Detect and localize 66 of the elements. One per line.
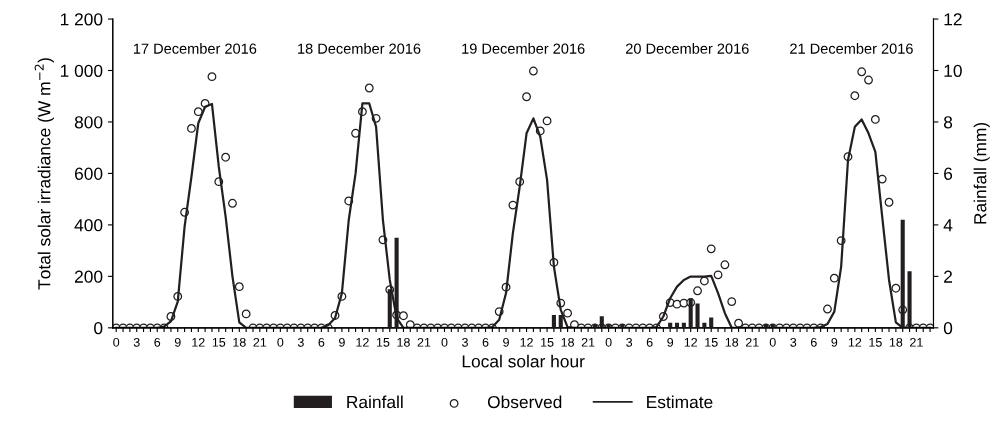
- y-tick-label: 800: [74, 116, 103, 129]
- y2-axis-title: Rainfall (mm): [973, 122, 990, 224]
- y2-tick-label: 6: [944, 167, 953, 180]
- x-tick-label: 21: [581, 337, 595, 347]
- x-tick-label: 0: [277, 337, 284, 347]
- x-tick-label: 0: [441, 337, 448, 347]
- annotation: 17 December 2016: [133, 43, 257, 54]
- bar: [551, 314, 556, 328]
- y2-tick-label: 2: [944, 270, 952, 283]
- annotation: 20 December 2016: [626, 43, 749, 54]
- x-tick-label: 18: [397, 337, 410, 347]
- y2-tick-label: 10: [944, 64, 962, 77]
- x-tick-label: 15: [705, 338, 718, 347]
- legend-label: Observed: [487, 395, 562, 409]
- annotation: 19 December 2016: [462, 43, 585, 54]
- y2-tick-label: 12: [944, 13, 962, 26]
- x-tick-label: 3: [133, 337, 140, 347]
- annotation: 18 December 2016: [298, 43, 421, 54]
- x-tick-label: 3: [790, 337, 797, 347]
- x-tick-label: 12: [192, 337, 205, 347]
- x-tick-label: 0: [769, 337, 776, 347]
- x-tick-label: 9: [831, 337, 838, 347]
- x-tick-label: 6: [154, 337, 161, 347]
- x-tick-label: 18: [725, 337, 739, 347]
- x-tick-label: 15: [376, 338, 390, 347]
- y-axis-title: Total solar irradiance (W m$^{−2}$): [34, 58, 54, 290]
- x-tick-label: 12: [684, 337, 698, 347]
- y2-tick-label: 0: [943, 321, 953, 335]
- y2-tick-label: 4: [943, 219, 953, 232]
- x-tick-label: 3: [297, 337, 304, 347]
- y-tick-label: 400: [74, 219, 103, 232]
- legend-label: Rainfall: [347, 395, 403, 409]
- y-tick-label: 200: [74, 270, 103, 283]
- x-tick-label: 3: [462, 337, 468, 347]
- x-tick-label: 6: [482, 337, 489, 347]
- x-tick-label: 6: [318, 337, 325, 347]
- legend-label: Estimate: [647, 395, 713, 409]
- x-tick-label: 6: [646, 337, 653, 347]
- y-tick-label: 1 000: [60, 64, 103, 77]
- x-tick-label: 0: [113, 337, 120, 347]
- x-tick-label: 9: [339, 337, 345, 347]
- x-tick-label: 21: [745, 337, 759, 347]
- annotation: 21 December 2016: [790, 43, 913, 54]
- x-tick-label: 6: [810, 337, 817, 347]
- x-tick-label: 21: [417, 337, 431, 347]
- y-tick-label: 1 200: [60, 13, 103, 26]
- x-tick-label: 9: [174, 337, 181, 347]
- x-tick-label: 12: [848, 337, 862, 347]
- x-tick-label: 18: [233, 337, 246, 347]
- x-tick-label: 15: [541, 338, 554, 347]
- x-tick-label: 12: [356, 337, 369, 347]
- x-axis-title: Local solar hour: [462, 354, 585, 368]
- x-tick-label: 12: [520, 337, 533, 347]
- x-tick-label: 9: [503, 337, 509, 347]
- y-tick-label: 0: [94, 321, 103, 335]
- x-tick-label: 0: [605, 337, 612, 347]
- x-tick-label: 18: [889, 337, 903, 347]
- x-tick-label: 3: [626, 337, 633, 347]
- x-tick-label: 9: [667, 337, 674, 347]
- x-tick-label: 15: [869, 338, 882, 347]
- x-tick-label: 18: [561, 337, 574, 347]
- y2-tick-label: 8: [943, 116, 953, 129]
- x-tick-label: 21: [253, 337, 267, 347]
- x-tick-label: 21: [910, 337, 923, 347]
- x-tick-label: 15: [212, 338, 226, 347]
- y-tick-label: 600: [74, 167, 103, 180]
